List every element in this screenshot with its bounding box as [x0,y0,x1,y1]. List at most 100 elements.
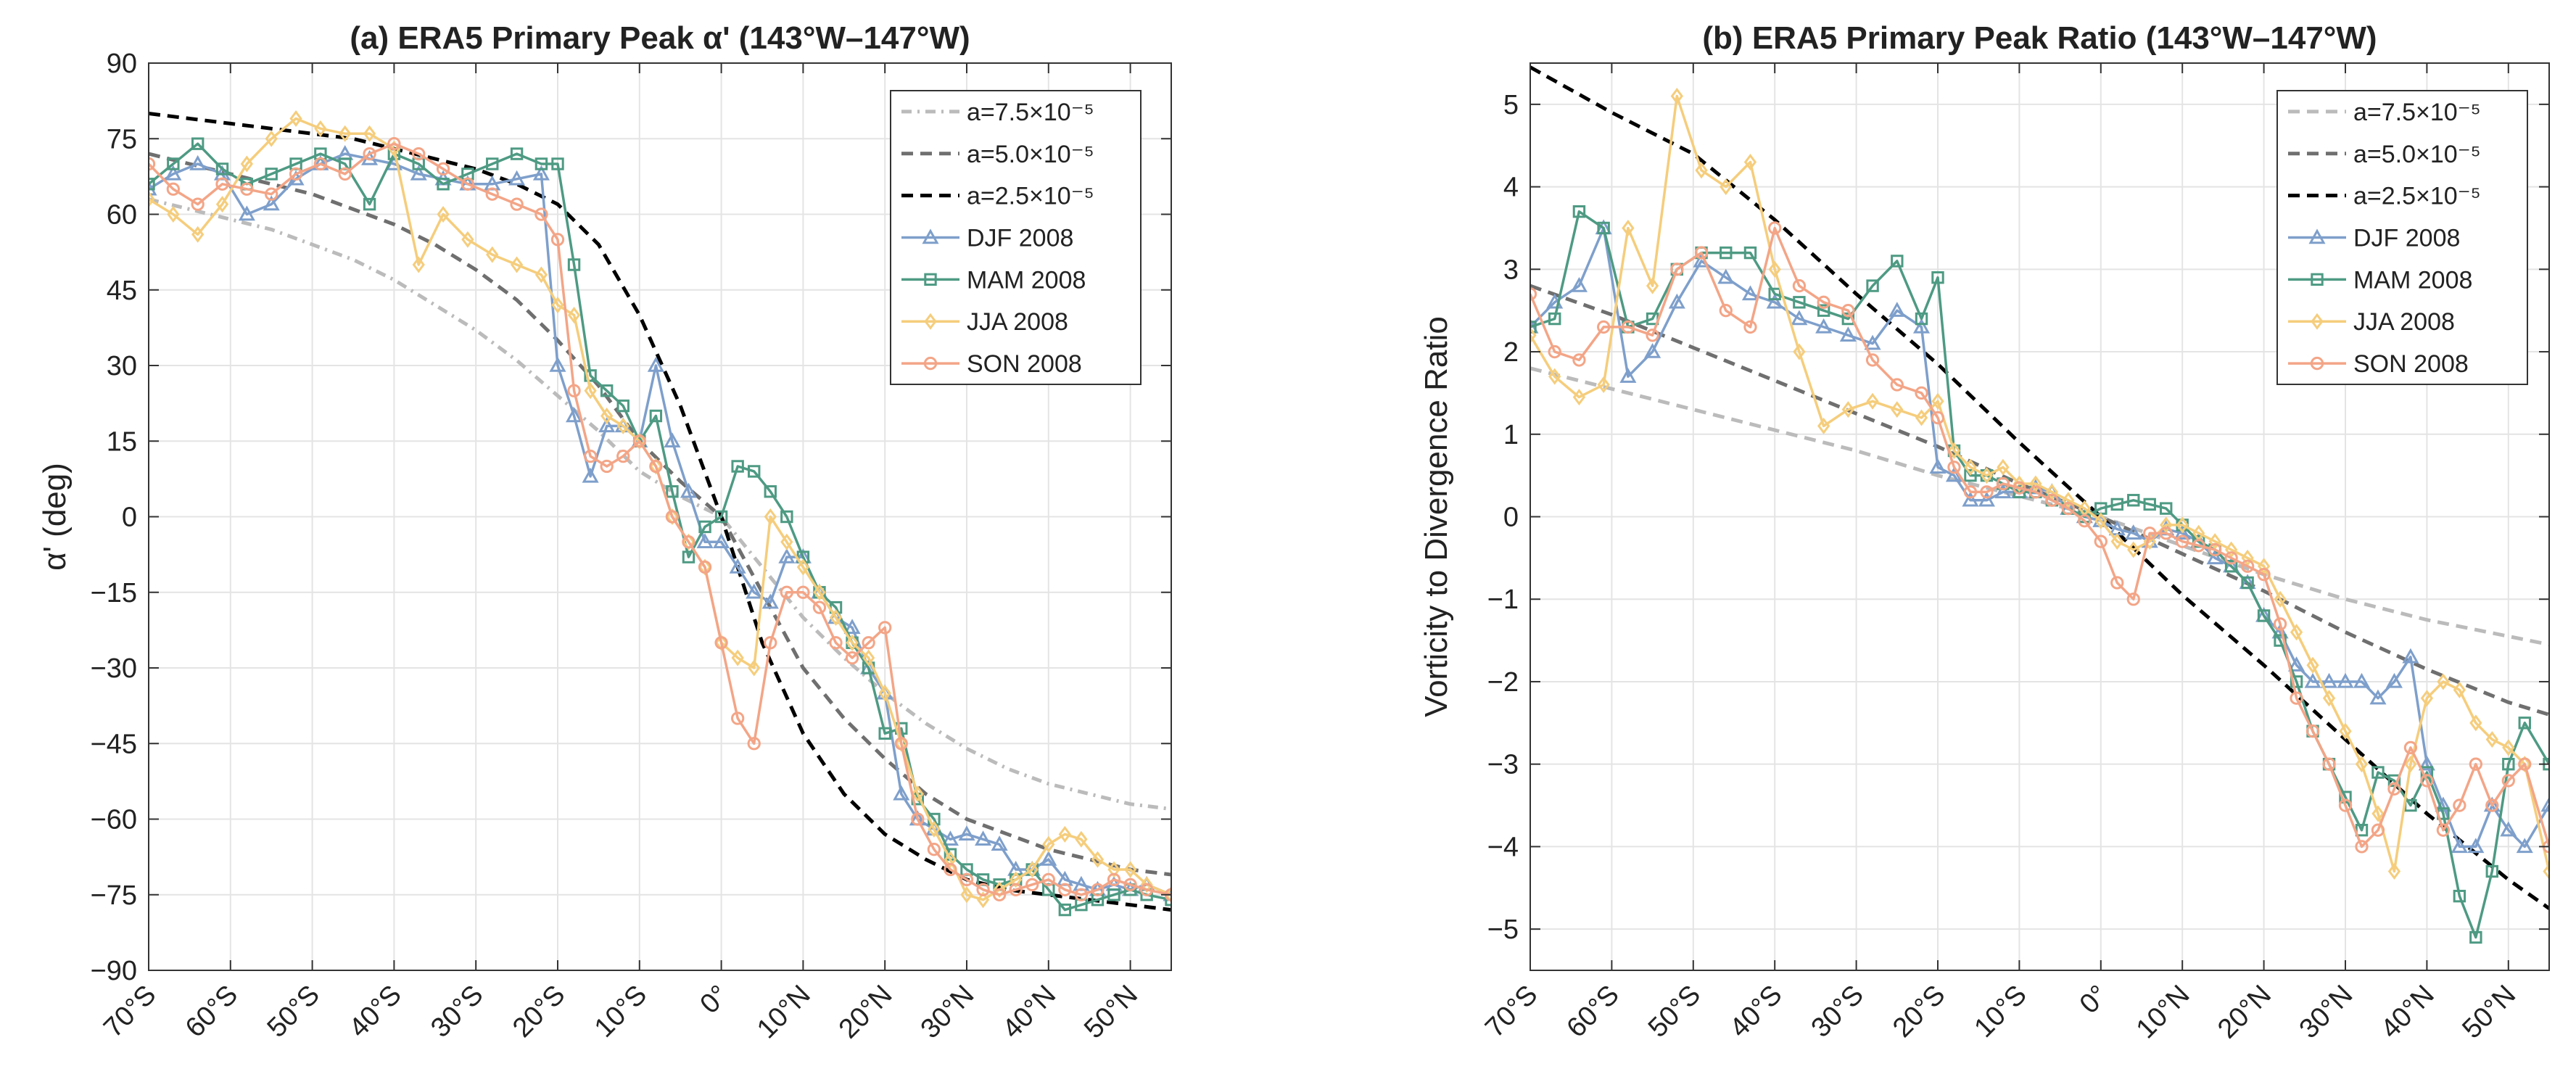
series-line-son-2008 [149,142,1171,896]
data-point-son-2008 [550,233,565,247]
data-point-mam-2008 [1768,287,1781,301]
data-point-jja-2008 [289,110,302,127]
data-point-son-2008 [2110,576,2124,590]
data-point-son-2008 [682,535,695,549]
data-point-son-2008 [2338,798,2353,812]
data-point-jja-2008 [240,155,253,173]
data-point-jja-2008 [2502,739,2515,756]
data-point-son-2008 [436,162,450,176]
legend-label-a-2-5-10: a=2.5×10⁻⁵ [2353,183,2481,210]
data-point-mam-2008 [2143,497,2156,511]
data-point-mam-2008 [1931,271,1944,284]
data-point-son-2008 [461,177,475,191]
data-point-son-2008 [976,883,990,896]
y-tick-label: 5 [1503,90,1519,120]
data-point-jja-2008 [149,191,155,208]
data-point-son-2008 [862,636,875,650]
data-point-jja-2008 [944,851,957,868]
data-point-jja-2008 [2485,731,2498,748]
data-point-son-2008 [2403,740,2418,755]
x-tick-label: 40°N [996,980,1062,1045]
data-point-mam-2008 [1866,279,1879,292]
data-point-son-2008 [1792,278,1807,293]
x-tick-label: 20°N [2212,980,2277,1045]
data-point-son-2008 [485,187,499,201]
y-tick-label: 1 [1503,420,1519,450]
legend-label-a-2-5-10: a=2.5×10⁻⁵ [967,183,1094,210]
legend-label-a-5-0-10: a=5.0×10⁻⁵ [967,141,1094,168]
data-point-son-2008 [747,737,761,751]
data-point-mam-2008 [2274,634,2287,647]
x-tick-label: 40°N [2375,980,2440,1045]
data-point-son-2008 [2290,691,2303,705]
data-point-djf-2008 [2451,838,2468,854]
data-point-mam-2008 [486,157,499,170]
data-point-son-2008 [1646,329,1659,342]
data-point-son-2008 [2176,534,2189,548]
data-point-jja-2008 [1817,417,1830,434]
data-point-djf-2008 [2500,821,2517,837]
data-point-jja-2008 [2127,541,2140,558]
data-point-son-2008 [2012,481,2026,495]
data-point-son-2008 [1140,883,1154,896]
data-point-jja-2008 [2290,624,2303,641]
data-point-son-2008 [1009,883,1023,896]
data-point-djf-2008 [1839,326,1857,342]
data-point-mam-2008 [1720,246,1733,260]
data-point-djf-2008 [263,195,280,211]
data-point-son-2008 [2387,782,2401,796]
x-tick-label: 60°S [1561,980,1625,1044]
data-point-son-2008 [2061,501,2075,516]
data-point-jja-2008 [567,307,581,323]
data-point-mam-2008 [191,137,205,150]
legend-marker-jja-2008 [924,313,937,330]
series-line-a-5-0-10 [149,152,1171,877]
y-tick-label: −45 [91,729,137,759]
data-point-jja-2008 [1866,392,1879,410]
data-point-jja-2008 [2094,512,2108,529]
data-point-djf-2008 [189,154,207,170]
data-point-jja-2008 [960,886,973,904]
data-point-son-2008 [583,449,598,463]
data-point-son-2008 [1621,320,1635,334]
data-point-jja-2008 [862,649,875,666]
data-point-jja-2008 [1743,153,1757,170]
data-point-jja-2008 [993,881,1006,899]
legend-label-mam-2008: MAM 2008 [2353,266,2472,294]
y-tick-label: −90 [91,956,137,986]
data-point-son-2008 [338,167,352,181]
data-point-djf-2008 [1912,318,1931,334]
data-point-jja-2008 [829,609,843,626]
y-tick-label: −2 [1487,667,1519,698]
data-point-mam-2008 [2224,560,2238,573]
data-point-son-2008 [2453,798,2466,812]
series-group [1530,65,2549,944]
data-point-mam-2008 [1915,312,1928,326]
data-point-mam-2008 [682,550,695,563]
y-tick-label: 75 [107,124,137,154]
data-point-djf-2008 [582,467,599,483]
data-point-jja-2008 [2257,558,2271,575]
data-point-jja-2008 [2208,533,2221,550]
data-point-djf-2008 [843,619,861,635]
data-point-son-2008 [215,177,229,191]
data-point-son-2008 [2028,485,2043,499]
data-point-son-2008 [2420,774,2434,788]
data-point-son-2008 [845,651,859,665]
data-point-jja-2008 [1768,260,1781,278]
y-tick-label: −1 [1487,585,1519,615]
data-point-son-2008 [959,872,974,887]
legend-label-djf-2008: DJF 2008 [967,225,1073,252]
data-point-son-2008 [240,182,254,196]
data-point-jja-2008 [1622,219,1635,236]
data-point-son-2008 [1074,888,1089,901]
data-point-djf-2008 [1040,851,1057,866]
data-point-son-2008 [1123,878,1137,891]
x-tick-label: 50°N [1078,980,1144,1045]
y-tick-label: 90 [107,49,137,79]
data-point-son-2008 [1768,221,1782,235]
data-point-son-2008 [265,187,278,201]
data-point-jja-2008 [748,659,761,677]
data-point-djf-2008 [761,593,779,609]
